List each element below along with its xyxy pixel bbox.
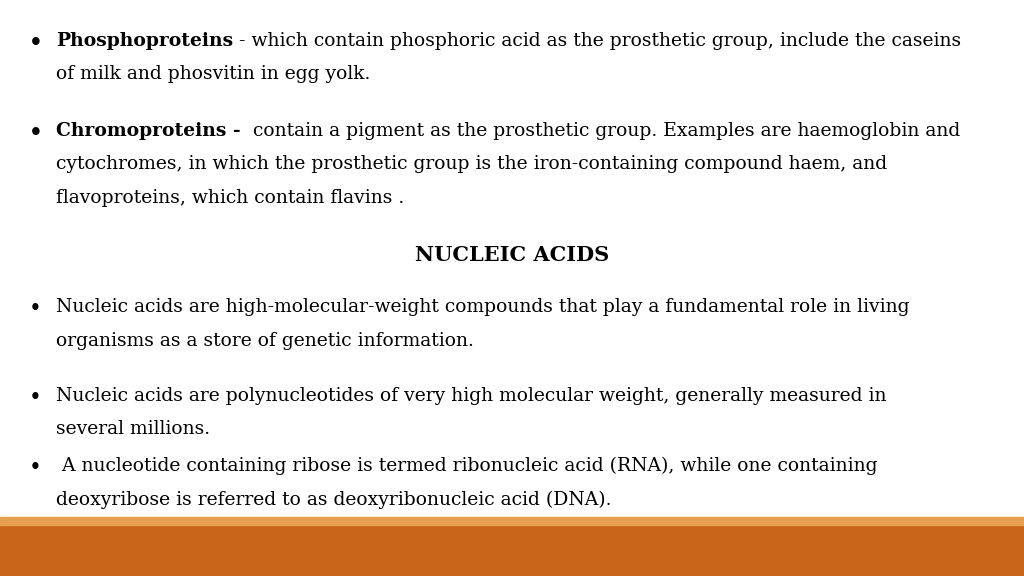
- Bar: [0, 517, 1024, 525]
- Text: •: •: [29, 457, 41, 479]
- Text: Chromoproteins -: Chromoproteins -: [56, 122, 241, 140]
- Text: •: •: [29, 298, 41, 320]
- Text: DNA normally consists of a double-strand spiral or helix. Each strand consists o: DNA normally consists of a double-strand…: [56, 527, 911, 545]
- Text: cytochromes, in which the prosthetic group is the iron-containing compound haem,: cytochromes, in which the prosthetic gro…: [56, 156, 888, 173]
- Text: Phosphoproteins: Phosphoproteins: [56, 32, 233, 50]
- Text: deoxyribose is referred to as deoxyribonucleic acid (DNA).: deoxyribose is referred to as deoxyribon…: [56, 490, 611, 509]
- Text: •: •: [29, 527, 41, 549]
- Text: organisms as a store of genetic information.: organisms as a store of genetic informat…: [56, 332, 474, 350]
- Text: flavoproteins, which contain flavins .: flavoproteins, which contain flavins .: [56, 189, 404, 207]
- Text: - which contain phosphoric acid as the prosthetic group, include the caseins: - which contain phosphoric acid as the p…: [233, 32, 962, 50]
- Text: •: •: [29, 387, 41, 409]
- Text: NUCLEIC ACIDS: NUCLEIC ACIDS: [415, 245, 609, 265]
- Text: Nucleic acids are polynucleotides of very high molecular weight, generally measu: Nucleic acids are polynucleotides of ver…: [56, 387, 887, 405]
- Text: Nucleic acids are high-molecular-weight compounds that play a fundamental role i: Nucleic acids are high-molecular-weight …: [56, 298, 909, 316]
- Text: units of the deoxyribose and phosphate: units of the deoxyribose and phosphate: [56, 560, 429, 576]
- Text: •: •: [29, 32, 42, 54]
- Text: A nucleotide containing ribose is termed ribonucleic acid (RNA), while one conta: A nucleotide containing ribose is termed…: [56, 457, 878, 475]
- Text: contain a pigment as the prosthetic group. Examples are haemoglobin and: contain a pigment as the prosthetic grou…: [241, 122, 961, 140]
- Text: •: •: [29, 122, 42, 144]
- Text: of milk and phosvitin in egg yolk.: of milk and phosvitin in egg yolk.: [56, 65, 371, 83]
- Text: several millions.: several millions.: [56, 420, 211, 438]
- Bar: [0, 525, 1024, 576]
